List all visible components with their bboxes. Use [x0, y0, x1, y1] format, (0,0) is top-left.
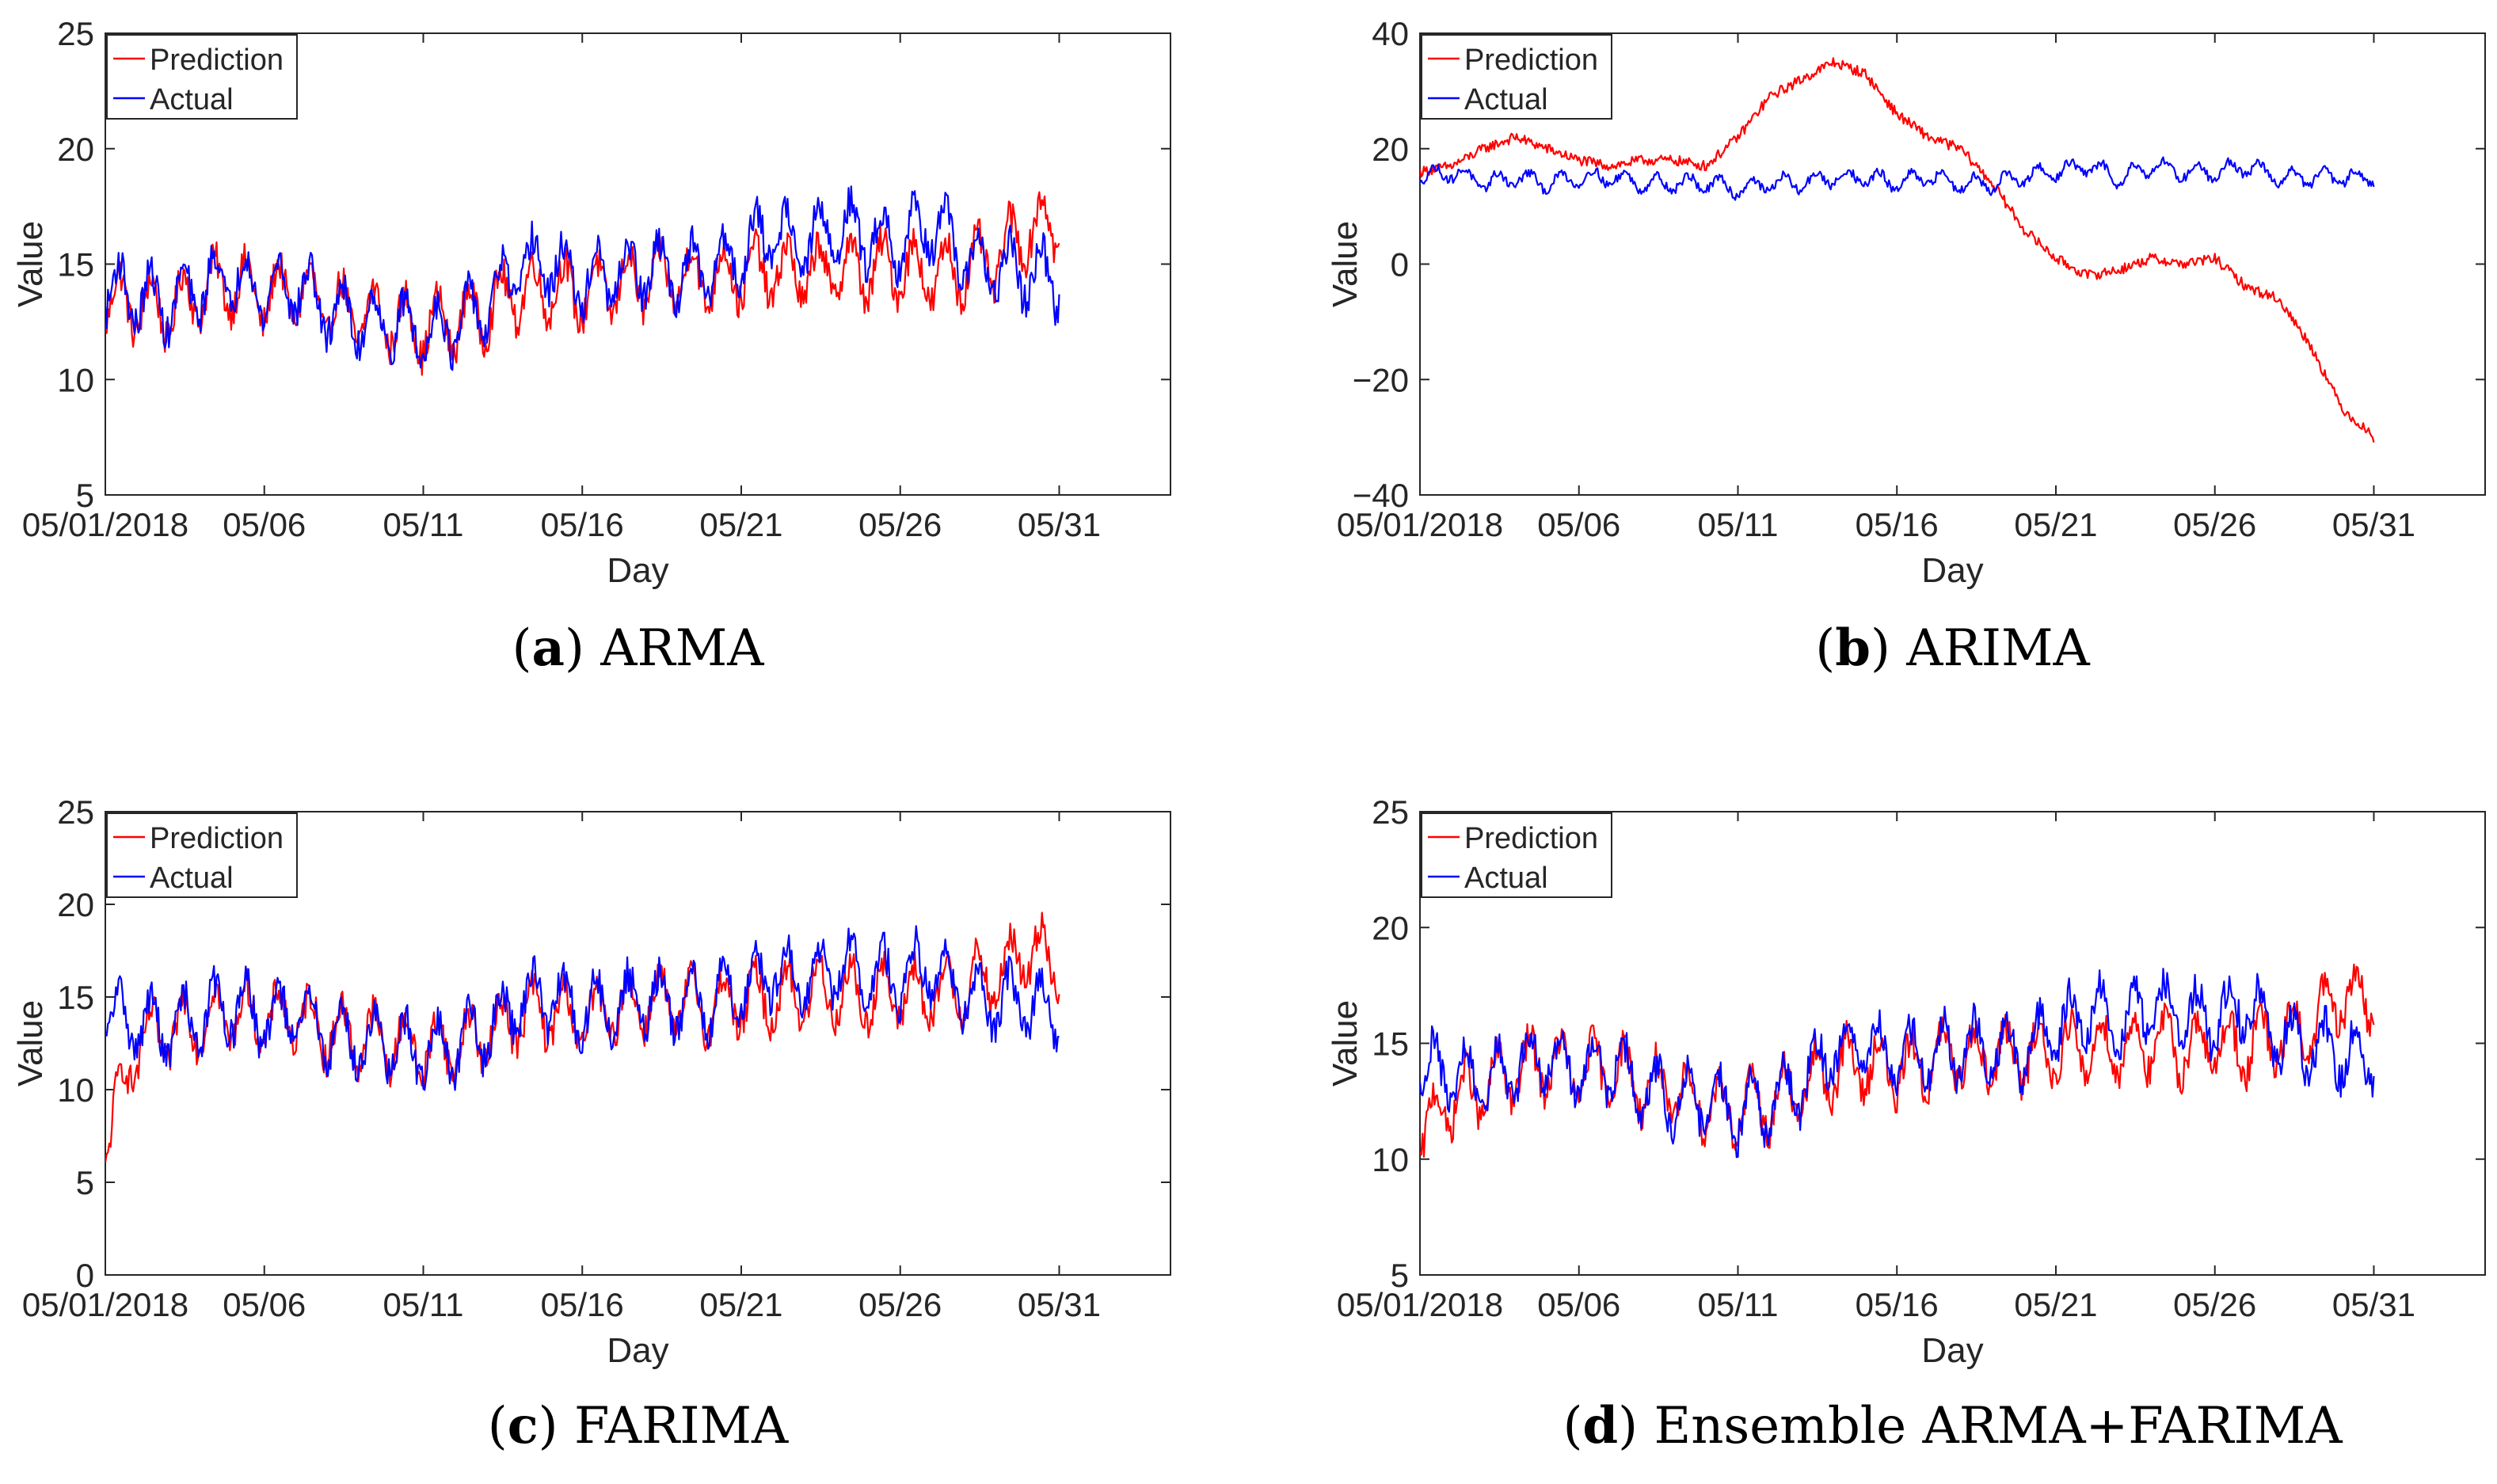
series-line-actual: [1420, 156, 2375, 201]
y-tick-label: 20: [57, 131, 94, 168]
x-tick-label: 05/11: [1697, 1286, 1778, 1323]
caption-part: ) Ensemble ARMA+FARIMA: [1618, 1397, 2343, 1455]
caption-part: (: [512, 619, 532, 678]
caption-part: ) FARIMA: [539, 1397, 789, 1455]
y-tick-label: 15: [57, 246, 94, 283]
caption-part: a: [532, 618, 565, 678]
x-tick-label: 05/31: [2332, 506, 2415, 543]
series-line-actual: [1420, 968, 2375, 1159]
y-tick-label: 20: [57, 886, 94, 923]
x-tick-label: 05/21: [699, 506, 782, 543]
x-tick-label: 05/26: [858, 1286, 942, 1323]
x-tick-label: 05/16: [1856, 1286, 1939, 1323]
y-tick-label: 10: [1372, 1141, 1409, 1178]
legend-label-actual: Actual: [150, 83, 234, 116]
x-tick-label: 05/01/2018: [1337, 1286, 1503, 1323]
legend-label-actual: Actual: [1464, 83, 1548, 116]
y-tick-label: 10: [57, 1071, 94, 1109]
x-tick-label: 05/21: [2014, 1286, 2097, 1323]
x-tick-label: 05/16: [1856, 506, 1939, 543]
x-tick-label: 05/11: [1697, 506, 1778, 543]
caption-part: b: [1835, 618, 1871, 678]
x-tick-label: 05/26: [2173, 1286, 2256, 1323]
x-tick-label: 05/06: [223, 506, 306, 543]
y-axis-label: Value: [11, 221, 50, 307]
caption-part: c: [508, 1396, 539, 1455]
legend-label-prediction: Prediction: [150, 822, 284, 855]
y-axis-label: Value: [11, 1000, 50, 1086]
y-tick-label: 20: [1372, 909, 1409, 946]
caption-part: ) ARIMA: [1871, 619, 2091, 678]
caption-part: ) ARMA: [565, 619, 764, 678]
x-tick-label: 05/26: [858, 506, 942, 543]
y-tick-label: 0: [1391, 246, 1409, 283]
y-tick-label: 5: [1391, 1257, 1409, 1294]
series-line-prediction: [1420, 57, 2375, 443]
subfigure-caption: (a) ARMA: [512, 618, 765, 678]
legend-label-prediction: Prediction: [1464, 822, 1598, 855]
chart-panel-a: 5 10 15 20 25 05/01/2018 05/06 05/11 05/16 05/21 0…: [11, 15, 1171, 678]
x-axis-label: Day: [607, 551, 668, 590]
legend-box: [106, 34, 298, 120]
x-tick-label: 05/01/2018: [22, 1286, 188, 1323]
x-tick-label: 05/11: [383, 506, 463, 543]
subfigure-caption: (d) Ensemble ARMA+FARIMA: [1563, 1396, 2343, 1455]
caption-part: (: [488, 1397, 508, 1455]
subfigure-caption: (b) ARIMA: [1815, 618, 2090, 678]
y-tick-label: 25: [57, 793, 94, 831]
legend-box: [106, 812, 298, 898]
series-line-prediction: [105, 191, 1060, 376]
caption-part: d: [1582, 1396, 1618, 1455]
y-tick-label: 25: [1372, 793, 1409, 831]
y-tick-label: 0: [76, 1257, 94, 1294]
x-tick-label: 05/06: [1537, 1286, 1620, 1323]
caption-part: (: [1563, 1397, 1582, 1455]
x-tick-label: 05/31: [2332, 1286, 2415, 1323]
legend-label-actual: Actual: [1464, 862, 1548, 895]
x-axis-label: Day: [1921, 1331, 1983, 1370]
x-tick-label: 05/16: [541, 1286, 624, 1323]
y-tick-label: 15: [57, 979, 94, 1016]
y-tick-label: −40: [1353, 477, 1409, 514]
y-tick-label: 5: [76, 1164, 94, 1201]
chart-panel-b: −40 −20 0 20 40 05/01/2018 05/06 05/11 05/16 05/2…: [1326, 15, 2486, 678]
x-tick-label: 05/01/2018: [1337, 506, 1503, 543]
legend-label-actual: Actual: [150, 862, 234, 895]
x-axis-label: Day: [607, 1331, 668, 1370]
caption-part: (: [1815, 619, 1835, 678]
chart-panel-d: 5 10 15 20 25 05/01/2018 05/06 05/11 05/16 05/21 0…: [1326, 793, 2486, 1455]
x-tick-label: 05/31: [1018, 506, 1101, 543]
legend-box: [1421, 34, 1612, 120]
x-tick-label: 05/06: [1537, 506, 1620, 543]
x-tick-label: 05/16: [541, 506, 624, 543]
y-axis-label: Value: [1326, 221, 1365, 307]
legend-label-prediction: Prediction: [150, 44, 284, 77]
y-tick-label: 15: [1372, 1025, 1409, 1063]
x-tick-label: 05/21: [2014, 506, 2097, 543]
y-axis-label: Value: [1326, 1000, 1365, 1086]
y-tick-label: 5: [76, 477, 94, 514]
series-line-actual: [105, 925, 1060, 1091]
y-tick-label: −20: [1353, 361, 1409, 398]
x-axis-label: Day: [1921, 551, 1983, 590]
legend-label-prediction: Prediction: [1464, 44, 1598, 77]
x-tick-label: 05/26: [2173, 506, 2256, 543]
series-line-actual: [105, 185, 1060, 371]
subfigure-caption: (c) FARIMA: [488, 1396, 789, 1455]
x-tick-label: 05/21: [699, 1286, 782, 1323]
y-tick-label: 40: [1372, 15, 1409, 52]
x-tick-label: 05/01/2018: [22, 506, 188, 543]
x-tick-label: 05/06: [223, 1286, 306, 1323]
y-tick-label: 20: [1372, 131, 1409, 168]
series-line-prediction: [1420, 963, 2375, 1158]
y-tick-label: 25: [57, 15, 94, 52]
x-tick-label: 05/11: [383, 1286, 463, 1323]
series-line-prediction: [105, 911, 1060, 1163]
y-tick-label: 10: [57, 361, 94, 398]
x-tick-label: 05/31: [1018, 1286, 1101, 1323]
chart-panel-c: 0 5 10 15 20 25 05/01/2018 05/06 05/11 05/16 05/21…: [11, 793, 1171, 1455]
legend-box: [1421, 812, 1612, 898]
